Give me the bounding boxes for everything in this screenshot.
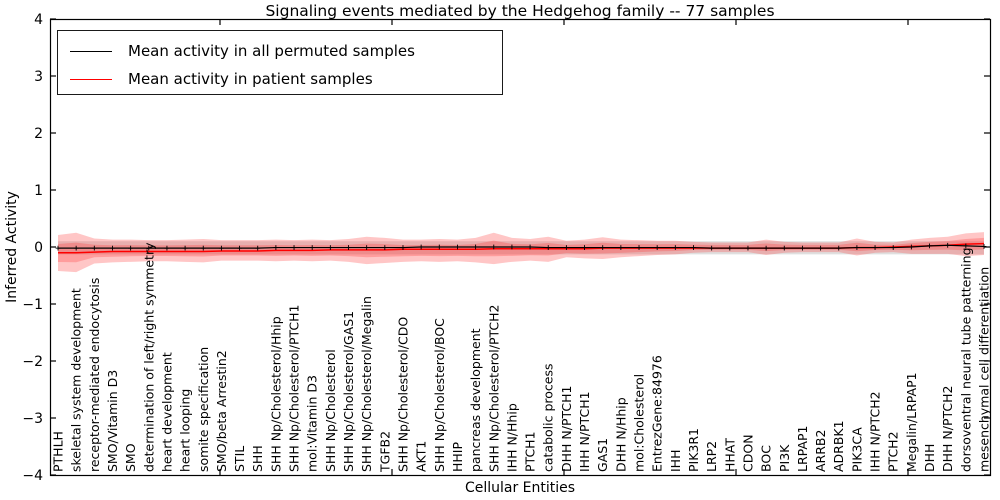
x-tick-label: STIL: [232, 446, 247, 472]
x-tick-label: heart development: [159, 352, 174, 472]
x-tick-label: DHH: [922, 444, 937, 472]
y-tick-label: −3: [22, 411, 43, 427]
x-tick-label: SHH Np/Cholesterol/Hhip: [268, 316, 283, 472]
y-tick-label: 0: [34, 240, 43, 256]
x-tick-label: GAS1: [595, 438, 610, 472]
x-tick-label: BOC: [759, 445, 774, 472]
x-tick-label: SHH Np/Cholesterol/PTCH1: [287, 305, 302, 473]
x-tick-label: PIK3CA: [849, 427, 864, 472]
legend: Mean activity in all permuted samples Mea…: [57, 30, 503, 95]
x-tick-label: LRPAP1: [795, 426, 810, 472]
x-tick-label: dorsoventral neural tube patterning: [958, 248, 973, 473]
x-tick-label: SMO: [123, 443, 138, 472]
legend-label: Mean activity in all permuted samples: [128, 42, 415, 60]
x-tick-label: SHH: [250, 445, 265, 472]
x-tick-label: catabolic process: [541, 363, 556, 472]
x-tick-label: IHH: [668, 450, 683, 473]
x-tick-label: SMO/Vitamin D3: [105, 370, 120, 472]
x-tick-label: ARRB2: [813, 430, 828, 472]
x-tick-label: PI3K: [777, 444, 792, 472]
x-tick-label: mol:Vitamin D3: [305, 375, 320, 472]
chart-title: Signaling events mediated by the Hedgeho…: [265, 2, 775, 20]
x-tick-label: determination of left/right symmetry: [141, 242, 156, 472]
patient-samples-std-band-inner: [58, 237, 984, 263]
patient-samples-std-band: [58, 232, 984, 273]
legend-label: Mean activity in patient samples: [128, 70, 373, 88]
x-tick-label: PTHLH: [51, 431, 66, 472]
x-tick-label: SHH Np/Cholesterol/BOC: [432, 318, 447, 472]
x-tick-label: Megalin/LRPAP1: [904, 372, 919, 472]
x-tick-label: DHH N/PTCH2: [940, 386, 955, 472]
x-tick-label: HHAT: [722, 438, 737, 472]
y-tick-label: 1: [34, 183, 43, 199]
x-tick-label: LRP2: [704, 441, 719, 472]
legend-item: Mean activity in patient samples: [70, 65, 502, 93]
x-tick-label: EntrezGene:84976: [650, 355, 665, 472]
y-tick-label: 4: [34, 12, 43, 28]
x-tick-label: HHIP: [450, 442, 465, 472]
x-axis-label: Cellular Entities: [464, 480, 576, 496]
x-tick-label: receptor-mediated endocytosis: [87, 278, 102, 472]
y-tick-label: 3: [34, 69, 43, 85]
x-tick-label: TGFB2: [377, 431, 392, 473]
x-tick-label: heart looping: [178, 389, 193, 472]
x-tick-label: PTCH1: [523, 431, 538, 472]
x-tick-label: SHH Np/Cholesterol/PTCH2: [486, 305, 501, 473]
y-tick-label: −4: [22, 468, 43, 484]
x-tick-label: PIK3R1: [686, 428, 701, 472]
x-tick-label: SMO/beta Arrestin2: [214, 350, 229, 472]
x-tick-label: SHH Np/Cholesterol/CDO: [395, 317, 410, 472]
x-tick-label: DHH N/PTCH1: [559, 386, 574, 472]
x-tick-label: somite specification: [196, 347, 211, 472]
x-tick-label: mesenchymal cell differentiation: [977, 267, 992, 472]
x-tick-label: DHH N/Hhip: [613, 397, 628, 472]
x-tick-label: CDON: [740, 434, 755, 472]
x-tick-label: PTCH2: [886, 431, 901, 472]
x-tick-label: skeletal system development: [69, 288, 84, 472]
x-tick-label: IHH N/PTCH1: [577, 391, 592, 472]
x-tick-label: mol:Cholesterol: [632, 374, 647, 472]
y-tick-label: −1: [22, 297, 43, 313]
permuted-mean-line: [58, 244, 985, 249]
y-tick-label: 2: [34, 126, 43, 142]
x-tick-label: SHH Np/Cholesterol/GAS1: [341, 311, 356, 472]
x-tick-label: pancreas development: [468, 328, 483, 472]
x-tick-label: ADRBK1: [831, 420, 846, 472]
legend-item: Mean activity in all permuted samples: [70, 37, 502, 65]
x-tick-label: SHH Np/Cholesterol: [323, 349, 338, 472]
legend-line-swatch: [70, 50, 112, 52]
x-tick-label: IHH N/PTCH2: [868, 391, 883, 472]
x-tick-label: AKT1: [414, 441, 429, 472]
legend-line-swatch: [70, 78, 112, 80]
x-tick-label: SHH Np/Cholesterol/Megalin: [359, 296, 374, 472]
y-tick-label: −2: [22, 354, 43, 370]
x-tick-label: IHH N/Hhip: [504, 403, 519, 472]
